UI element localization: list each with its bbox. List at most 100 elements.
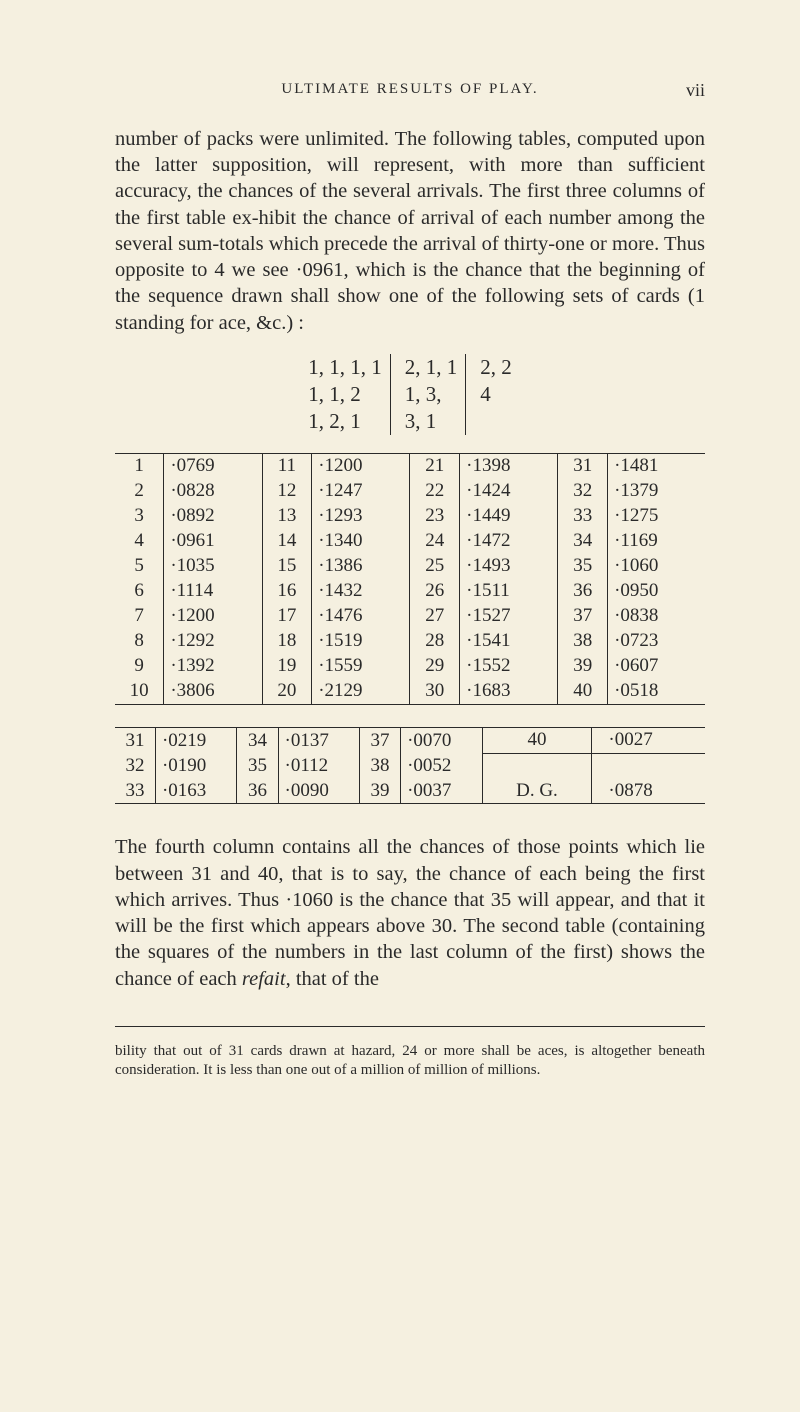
table-cell: 3: [115, 504, 164, 529]
table-cell: 39: [359, 778, 400, 804]
table-cell: ·0518: [608, 679, 705, 705]
table-cell: 9: [115, 654, 164, 679]
dg-value-cell: ·0878: [592, 753, 705, 804]
table-cell: ·0892: [164, 504, 262, 529]
table-cell: ·1559: [312, 654, 410, 679]
table-cell: 32: [115, 753, 155, 778]
table-cell: 14: [262, 529, 312, 554]
table-cell: ·1379: [608, 479, 705, 504]
table-cell: 8: [115, 629, 164, 654]
table-cell: ·1476: [312, 604, 410, 629]
table-cell: 30: [410, 679, 460, 705]
table-cell: 33: [115, 778, 155, 804]
table-cell: ·1340: [312, 529, 410, 554]
table-cell: 27: [410, 604, 460, 629]
table-cell: 33: [558, 504, 608, 529]
probability-table-1: 1·076911·120021·139831·14812·082812·1247…: [115, 453, 705, 705]
table-cell: 40: [482, 727, 592, 753]
table-cell: 35: [558, 554, 608, 579]
table-cell: ·0190: [155, 753, 236, 778]
table-cell: 39: [558, 654, 608, 679]
table-cell: 37: [359, 727, 400, 753]
table-cell: 32: [558, 479, 608, 504]
seq-cell: 4: [466, 381, 520, 408]
table-cell: ·0769: [164, 453, 262, 479]
table-cell: ·1169: [608, 529, 705, 554]
table-cell: 13: [262, 504, 312, 529]
table-cell: 31: [115, 727, 155, 753]
table-cell: 36: [558, 579, 608, 604]
seq-cell: 2, 1, 1: [390, 354, 466, 381]
table-cell: ·1493: [460, 554, 558, 579]
table-cell: ·0219: [155, 727, 236, 753]
table-cell: 25: [410, 554, 460, 579]
table-cell: 12: [262, 479, 312, 504]
table-cell: 34: [237, 727, 278, 753]
table-cell: 37: [558, 604, 608, 629]
footnote-rule: [115, 1026, 705, 1027]
table-cell: 38: [359, 753, 400, 778]
table-cell: ·1472: [460, 529, 558, 554]
paragraph-1: number of packs were unlimited. The foll…: [115, 126, 705, 336]
table-cell: ·0838: [608, 604, 705, 629]
table-cell: ·1519: [312, 629, 410, 654]
table-cell: ·1200: [164, 604, 262, 629]
table-cell: ·0607: [608, 654, 705, 679]
para2-b: , that of the: [286, 968, 379, 990]
table-cell: ·1114: [164, 579, 262, 604]
table-cell: ·0070: [401, 727, 482, 753]
table-cell: 24: [410, 529, 460, 554]
table-cell: ·3806: [164, 679, 262, 705]
table-cell: 17: [262, 604, 312, 629]
table-cell: 28: [410, 629, 460, 654]
table-cell: ·1552: [460, 654, 558, 679]
table-cell: 38: [558, 629, 608, 654]
table-cell: 31: [558, 453, 608, 479]
table-cell: ·0037: [401, 778, 482, 804]
sequence-table: 1, 1, 1, 1 2, 1, 1 2, 2 1, 1, 2 1, 3, 4 …: [300, 354, 520, 435]
table-cell: ·1527: [460, 604, 558, 629]
table-cell: ·1683: [460, 679, 558, 705]
table-cell: ·0090: [278, 778, 359, 804]
table-cell: ·1449: [460, 504, 558, 529]
table-cell: 16: [262, 579, 312, 604]
page-container: ULTIMATE RESULTS OF PLAY. vii number of …: [0, 0, 800, 1154]
table-cell: 2: [115, 479, 164, 504]
table-cell: ·1398: [460, 453, 558, 479]
table-cell: ·0961: [164, 529, 262, 554]
table-cell: ·0723: [608, 629, 705, 654]
page-header: ULTIMATE RESULTS OF PLAY. vii: [115, 80, 705, 98]
table-cell: 7: [115, 604, 164, 629]
running-title: ULTIMATE RESULTS OF PLAY.: [281, 81, 538, 98]
table-cell: 10: [115, 679, 164, 705]
table-cell: 35: [237, 753, 278, 778]
table-cell: 29: [410, 654, 460, 679]
table-cell: ·2129: [312, 679, 410, 705]
table-cell: ·0027: [592, 727, 705, 753]
table-cell: ·1035: [164, 554, 262, 579]
table-cell: ·0950: [608, 579, 705, 604]
footnote: bility that out of 31 cards drawn at haz…: [115, 1042, 705, 1080]
table-cell: ·1432: [312, 579, 410, 604]
table-cell: 26: [410, 579, 460, 604]
table-cell: 18: [262, 629, 312, 654]
table-cell: 23: [410, 504, 460, 529]
para2-italic: refait: [242, 968, 286, 990]
table-cell: 36: [237, 778, 278, 804]
table-cell: ·1386: [312, 554, 410, 579]
table-cell: ·1247: [312, 479, 410, 504]
table-cell: ·1275: [608, 504, 705, 529]
table-cell: ·1424: [460, 479, 558, 504]
table-cell: 22: [410, 479, 460, 504]
table-cell: ·1293: [312, 504, 410, 529]
table-cell: 5: [115, 554, 164, 579]
table-cell: 19: [262, 654, 312, 679]
page-number: vii: [686, 80, 705, 101]
table-cell: ·0112: [278, 753, 359, 778]
table-cell: ·1511: [460, 579, 558, 604]
table-cell: 11: [262, 453, 312, 479]
table-cell: 4: [115, 529, 164, 554]
seq-cell: 1, 1, 1, 1: [300, 354, 390, 381]
seq-cell: 1, 3,: [390, 381, 466, 408]
seq-cell: 2, 2: [466, 354, 520, 381]
